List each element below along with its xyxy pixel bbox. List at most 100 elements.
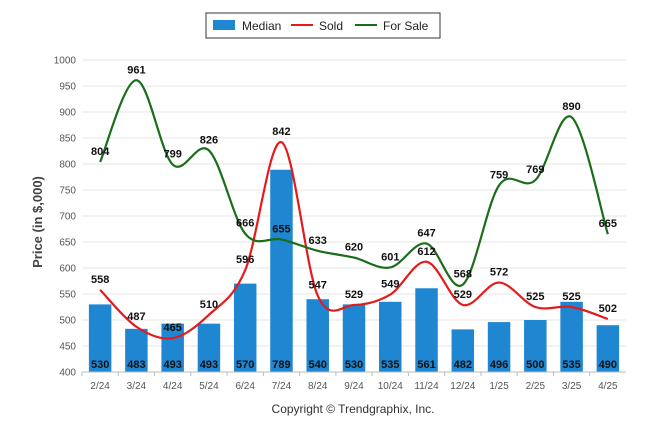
data-label-sold: 487 — [127, 311, 145, 323]
data-label-sold: 842 — [272, 126, 290, 138]
x-axis: 2/24 3/24 4/24 5/24 6/24 7/24 8/24 9/24 10/24 11/… — [81, 371, 626, 392]
data-label-median: 483 — [127, 359, 145, 371]
data-label-for-sale: 655 — [272, 223, 290, 235]
x-tick-label: 12/24 — [450, 381, 475, 392]
y-tick-label-400: 400 — [59, 368, 76, 379]
x-tick-label: 1/25 — [489, 381, 509, 392]
bar-median — [197, 323, 221, 372]
data-label-sold: 549 — [381, 279, 399, 291]
data-label-median: 530 — [345, 359, 363, 371]
legend-label-for-sale: For Sale — [383, 19, 429, 33]
y-tick-label-500: 500 — [59, 316, 76, 327]
data-label-for-sale: 601 — [381, 251, 399, 263]
x-tick-label: 11/24 — [414, 381, 439, 392]
data-label-median: 490 — [599, 359, 617, 371]
data-label-sold: 529 — [345, 289, 363, 301]
bar-median — [342, 304, 366, 372]
data-label-median: 570 — [236, 359, 254, 371]
data-label-median: 493 — [200, 359, 218, 371]
bar-median — [451, 329, 475, 372]
x-tick-label: 6/24 — [235, 381, 255, 392]
bar-median — [596, 325, 620, 372]
data-label-for-sale: 826 — [200, 134, 218, 146]
data-label-sold: 612 — [417, 246, 435, 258]
x-tick-label: 9/24 — [344, 381, 364, 392]
bar-median — [415, 288, 438, 372]
y-tick-label-700: 700 — [59, 212, 76, 223]
data-label-median: 500 — [526, 359, 544, 371]
data-label-for-sale: 769 — [526, 164, 544, 176]
data-label-sold: 525 — [526, 291, 544, 303]
data-label-median: 540 — [309, 359, 327, 371]
y-tick-label-550: 550 — [59, 290, 76, 301]
y-tick-label-950: 950 — [59, 82, 76, 93]
data-label-for-sale: 759 — [490, 169, 508, 181]
bar-median — [379, 301, 402, 372]
legend-label-median: Median — [242, 19, 281, 33]
copyright-text: Copyright © Trendgraphix, Inc. — [272, 402, 435, 416]
data-label-sold: 502 — [599, 303, 617, 315]
y-tick-label-850: 850 — [59, 134, 76, 145]
data-label-sold: 529 — [454, 289, 472, 301]
bar-median — [233, 283, 257, 372]
bar-median — [88, 304, 112, 372]
x-tick-label: 3/24 — [127, 381, 147, 392]
x-tick-label: 3/25 — [562, 381, 582, 392]
data-label-for-sale: 665 — [599, 218, 617, 230]
bar-median — [270, 169, 293, 372]
data-label-for-sale: 890 — [562, 101, 580, 113]
bar-median — [125, 328, 148, 372]
bar-median — [524, 320, 547, 372]
data-label-median: 530 — [91, 359, 109, 371]
data-label-for-sale: 633 — [309, 235, 327, 247]
legend-swatch-median — [213, 20, 235, 30]
data-label-sold: 510 — [200, 299, 218, 311]
data-label-sold: 558 — [91, 274, 109, 286]
data-label-for-sale: 804 — [91, 146, 110, 158]
x-tick-label: 8/24 — [308, 381, 328, 392]
data-label-median: 561 — [417, 359, 435, 371]
data-label-for-sale: 799 — [163, 149, 181, 161]
bar-median — [560, 301, 583, 372]
y-tick-label-1000: 1000 — [54, 56, 77, 67]
bar-median — [487, 322, 511, 372]
data-label-median: 493 — [163, 359, 181, 371]
gridlines — [82, 59, 626, 373]
data-label-median: 535 — [562, 359, 580, 371]
data-label-median: 496 — [490, 359, 508, 371]
bar-series-median — [88, 169, 620, 372]
bar-median — [306, 299, 329, 372]
y-axis: 400 450 500 550 600 650 700 750 800 850 900 950 1000 — [54, 56, 77, 379]
data-labels: 530 483 493 493 570 789 540 530 535 561 482 496 500 5… — [91, 64, 617, 371]
x-tick-label: 5/24 — [199, 381, 219, 392]
line-series — [99, 79, 609, 340]
line-for-sale — [99, 79, 609, 287]
y-axis-title: Price (in $,000) — [30, 176, 45, 268]
y-tick-label-900: 900 — [59, 108, 76, 119]
y-tick-label-450: 450 — [59, 342, 76, 353]
x-tick-label: 2/25 — [526, 381, 546, 392]
legend-label-sold: Sold — [319, 19, 343, 33]
line-sold — [99, 141, 609, 340]
data-label-for-sale: 620 — [345, 242, 363, 254]
data-label-median: 789 — [272, 359, 290, 371]
data-label-median: 535 — [381, 359, 399, 371]
legend: Median Sold For Sale — [205, 12, 441, 39]
data-label-sold: 465 — [163, 322, 181, 334]
data-label-for-sale: 568 — [454, 269, 472, 281]
y-tick-label-650: 650 — [59, 238, 76, 249]
data-label-sold: 572 — [490, 267, 508, 279]
data-label-sold: 525 — [562, 291, 580, 303]
x-tick-label: 7/24 — [272, 381, 292, 392]
x-tick-label: 4/25 — [598, 381, 618, 392]
data-label-for-sale: 647 — [417, 228, 435, 240]
data-label-for-sale: 961 — [127, 64, 145, 76]
y-tick-label-600: 600 — [59, 264, 76, 275]
data-label-sold: 596 — [236, 254, 254, 266]
y-tick-label-800: 800 — [59, 160, 76, 171]
data-label-for-sale: 666 — [236, 218, 254, 230]
x-tick-label: 4/24 — [163, 381, 183, 392]
x-tick-label: 10/24 — [378, 381, 403, 392]
data-label-median: 482 — [454, 359, 472, 371]
